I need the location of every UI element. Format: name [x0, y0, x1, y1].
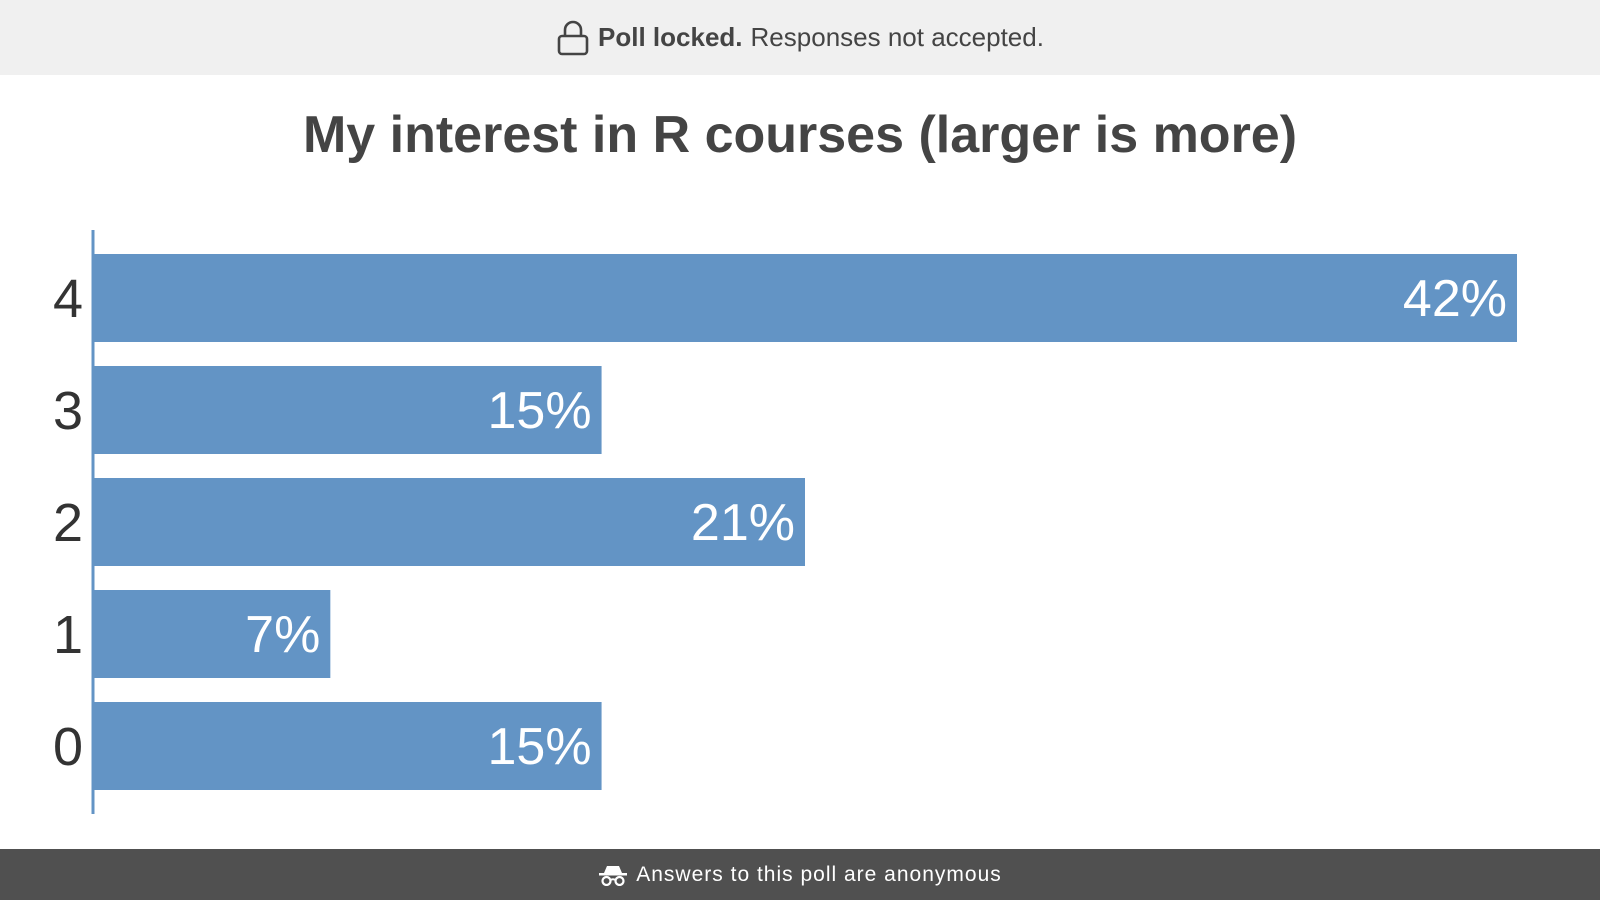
y-tick-label-4: 4	[53, 269, 83, 329]
data-label-4: 42%	[1403, 270, 1507, 328]
incognito-icon	[599, 865, 628, 886]
poll-locked-banner: Poll locked. Responses not accepted.	[0, 0, 1600, 75]
data-label-1: 7%	[245, 606, 320, 664]
data-label-0: 15%	[487, 718, 591, 776]
bar-4	[93, 254, 1517, 342]
bar-1	[93, 590, 331, 678]
bar-3	[93, 366, 602, 454]
y-tick-label-0: 0	[53, 717, 83, 777]
y-tick-label-3: 3	[53, 381, 83, 441]
bar-2	[93, 478, 805, 566]
y-tick-label-1: 1	[53, 605, 83, 665]
banner-text: Responses not accepted.	[750, 22, 1044, 52]
chart-title: My interest in R courses (larger is more…	[302, 106, 1298, 164]
anonymous-footer: Answers to this poll are anonymous	[0, 849, 1600, 900]
data-label-3: 15%	[487, 382, 591, 440]
bar-0	[93, 702, 602, 790]
footer-text: Answers to this poll are anonymous	[636, 862, 1002, 886]
banner-strong-text: Poll locked.	[598, 22, 743, 52]
data-label-2: 21%	[691, 494, 795, 552]
lock-icon	[557, 20, 589, 55]
bar-chart: 4 42% 3 15% 2 21% 1 7% 0 15%	[53, 230, 1517, 814]
y-tick-label-2: 2	[53, 493, 83, 553]
